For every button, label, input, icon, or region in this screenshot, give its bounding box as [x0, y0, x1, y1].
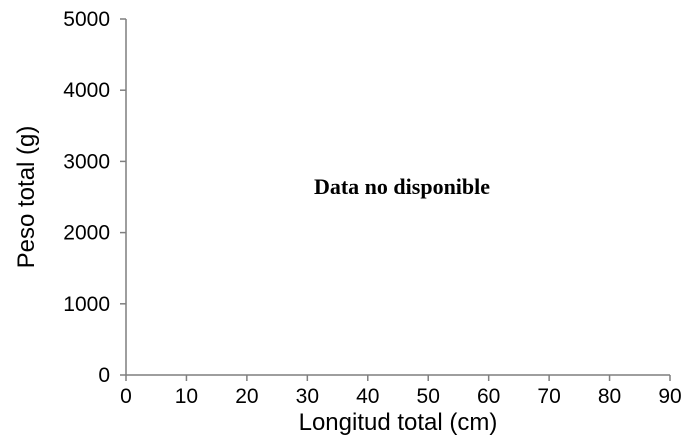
y-tick-label: 3000: [63, 150, 110, 173]
chart-annotation: Data no disponible: [314, 174, 490, 199]
y-tick-label: 4000: [63, 79, 110, 102]
x-tick-label: 70: [537, 385, 560, 408]
x-tick-label: 60: [477, 385, 500, 408]
x-tick-label: 40: [356, 385, 379, 408]
y-axis-title: Peso total (g): [13, 126, 40, 269]
x-axis-ticks: 0 10 20 30 40 50 60 70 80 90: [120, 375, 682, 408]
y-tick-label: 1000: [63, 293, 110, 316]
x-tick-label: 30: [296, 385, 319, 408]
y-tick-label: 0: [98, 364, 110, 387]
x-tick-label: 50: [417, 385, 440, 408]
y-axis-ticks: 0 1000 2000 3000 4000 5000: [63, 8, 126, 387]
x-tick-label: 90: [658, 385, 681, 408]
plot-area: 0 1000 2000 3000 4000 5000 0 10 20 30 40 50 60 70 80 9…: [63, 8, 681, 408]
x-axis-title: Longitud total (cm): [299, 409, 498, 436]
y-tick-label: 5000: [63, 8, 110, 31]
x-tick-label: 80: [598, 385, 621, 408]
x-tick-label: 10: [175, 385, 198, 408]
x-tick-label: 20: [235, 385, 258, 408]
x-tick-label: 0: [120, 385, 132, 408]
y-tick-label: 2000: [63, 222, 110, 245]
